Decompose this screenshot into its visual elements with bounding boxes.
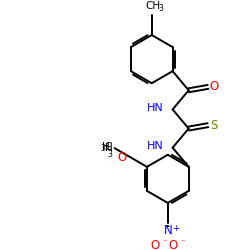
Text: 3: 3 <box>108 150 113 159</box>
Text: S: S <box>210 119 218 132</box>
Text: CH: CH <box>145 1 160 11</box>
Text: O: O <box>151 238 160 250</box>
Text: C: C <box>104 142 112 152</box>
Text: H: H <box>102 142 110 152</box>
Text: 3: 3 <box>101 144 105 154</box>
Text: O: O <box>117 150 127 164</box>
Text: HN: HN <box>147 141 164 151</box>
Text: O: O <box>168 238 178 250</box>
Text: N: N <box>164 224 172 237</box>
Text: O: O <box>210 80 219 94</box>
Text: ⁻: ⁻ <box>180 238 185 248</box>
Text: ⁻: ⁻ <box>162 238 167 248</box>
Text: 3: 3 <box>158 4 163 13</box>
Text: +: + <box>172 224 180 233</box>
Text: H: H <box>105 143 113 153</box>
Text: HN: HN <box>147 103 164 113</box>
